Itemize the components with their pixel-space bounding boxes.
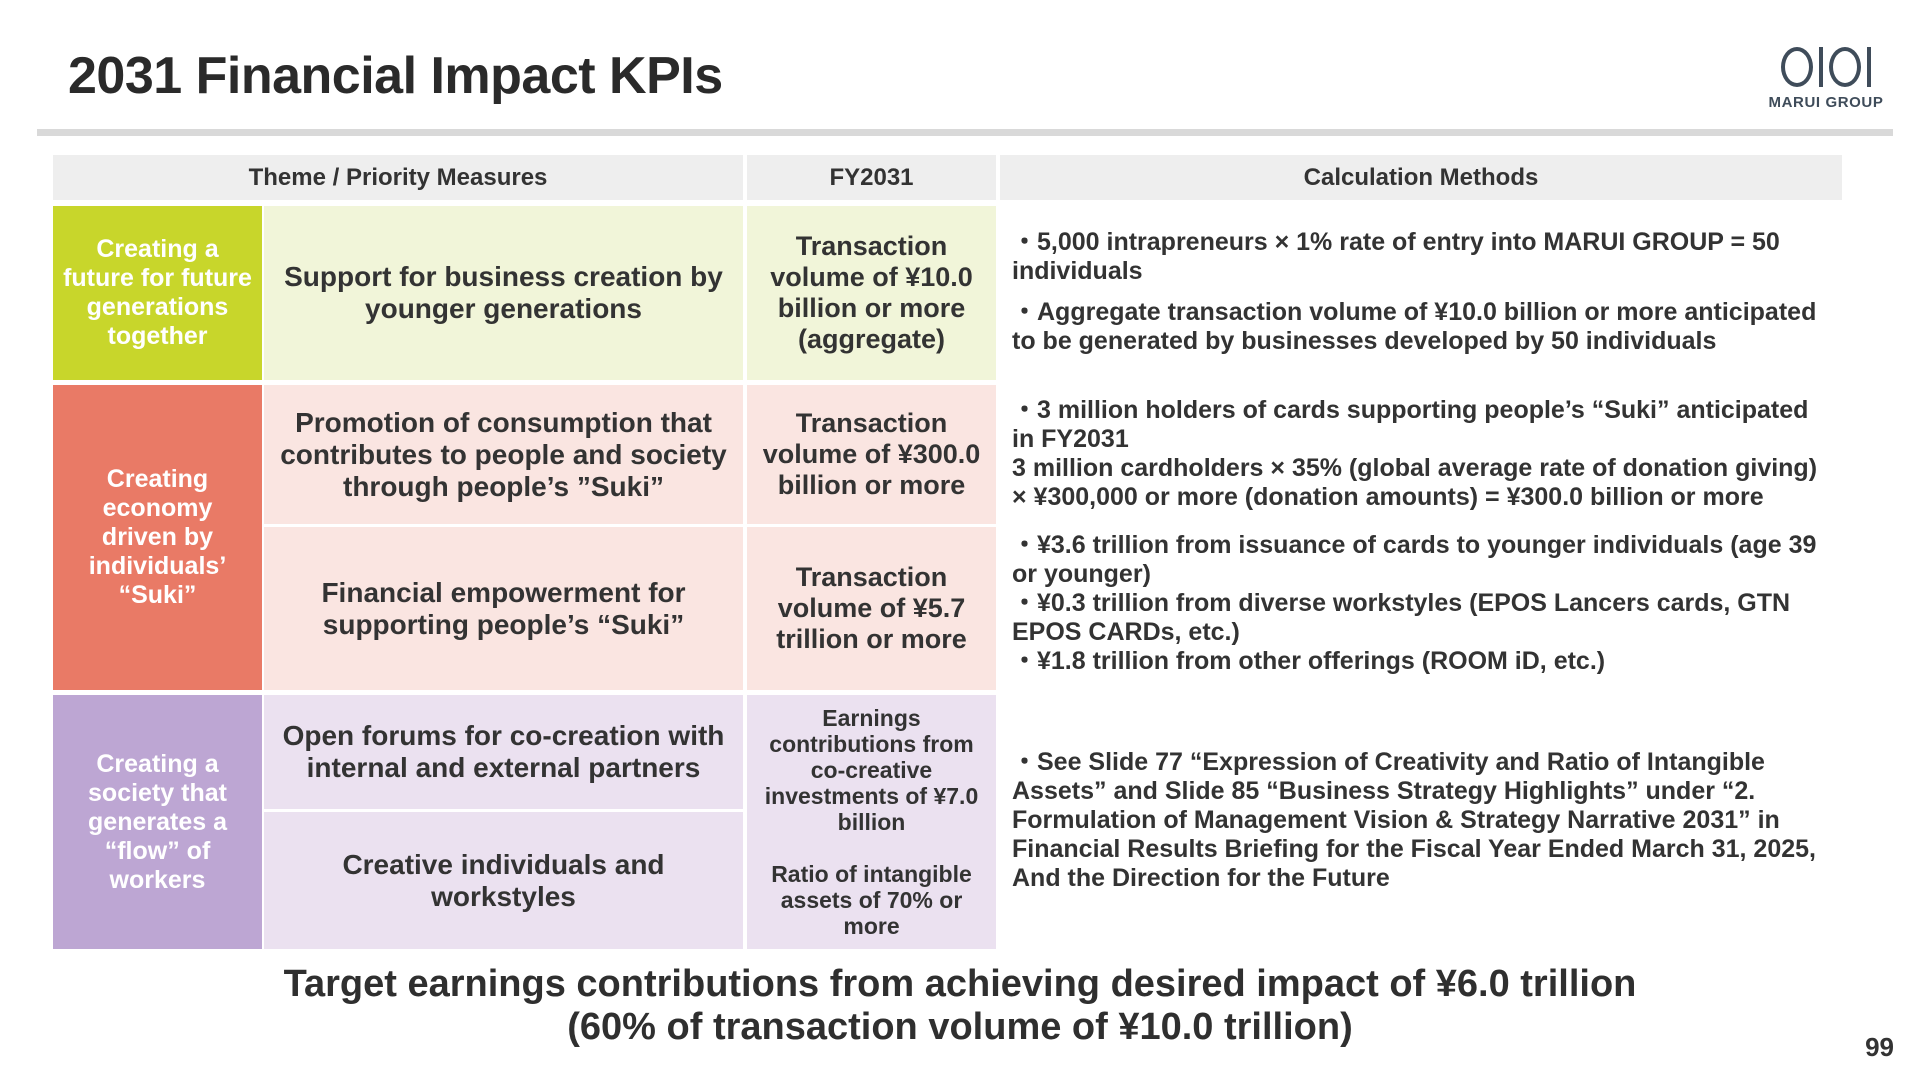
measure-consumption-promotion: Promotion of consumption that contribute… — [264, 385, 743, 524]
calc-2b: 3 million cardholders × 35% (global aver… — [1012, 454, 1818, 511]
calc-1a: ・5,000 intrapreneurs × 1% rate of entry … — [1012, 228, 1780, 285]
calc-method-2: ・3 million holders of cards supporting p… — [1012, 396, 1832, 524]
kpi-transaction-5-7t: Transaction volume of ¥5.7 trillion or m… — [747, 527, 996, 690]
calc-method-1: ・5,000 intrapreneurs × 1% rate of entry … — [1012, 228, 1832, 368]
measure-open-forums: Open forums for co-creation with interna… — [264, 695, 743, 809]
kpi-earnings-7b: Earnings contributions from co-creative … — [764, 705, 979, 835]
header-calc: Calculation Methods — [1000, 155, 1842, 200]
kpi-intangible-ratio: Ratio of intangible assets of 70% or mor… — [771, 861, 972, 939]
measure-financial-empowerment: Financial empowerment for supporting peo… — [264, 527, 743, 690]
measure-creative-individuals: Creative individuals and workstyles — [264, 812, 743, 949]
logo-text: MARUI GROUP — [1768, 94, 1884, 111]
theme-economy-suki: Creating economy driven by individuals’ … — [53, 385, 262, 690]
page-number: 99 — [1865, 1032, 1894, 1062]
theme-future-generations: Creating a future for future generations… — [53, 206, 262, 380]
calc-3b: ・¥0.3 trillion from diverse workstyles (… — [1012, 589, 1791, 646]
calc-1b: ・Aggregate transaction volume of ¥10.0 b… — [1012, 298, 1817, 355]
marui-group-logo: MARUI GROUP — [1760, 44, 1892, 116]
title-divider — [37, 129, 1893, 136]
calc-method-4: ・See Slide 77 “Expression of Creativity … — [1012, 748, 1832, 905]
calc-3c: ・¥1.8 trillion from other offerings (ROO… — [1012, 647, 1606, 675]
oioi-logo-icon — [1760, 44, 1892, 90]
calc-2a: ・3 million holders of cards supporting p… — [1012, 396, 1809, 453]
target-summary-line2: (60% of transaction volume of ¥10.0 tril… — [567, 1006, 1353, 1048]
target-summary-line1: Target earnings contributions from achie… — [283, 963, 1637, 1005]
calc-3a: ・¥3.6 trillion from issuance of cards to… — [1012, 531, 1817, 588]
kpi-transaction-10b: Transaction volume of ¥10.0 billion or m… — [747, 206, 996, 380]
calc-method-3: ・¥3.6 trillion from issuance of cards to… — [1012, 531, 1832, 676]
kpi-earnings-intangibles: Earnings contributions from co-creative … — [747, 695, 996, 949]
measure-business-creation: Support for business creation by younger… — [264, 206, 743, 380]
header-fy2031: FY2031 — [747, 155, 996, 200]
page-title: 2031 Financial Impact KPIs — [68, 47, 723, 105]
calc-4: ・See Slide 77 “Expression of Creativity … — [1012, 748, 1816, 892]
header-theme: Theme / Priority Measures — [53, 155, 743, 200]
theme-flow-of-workers: Creating a society that generates a “flo… — [53, 695, 262, 949]
kpi-transaction-300b: Transaction volume of ¥300.0 billion or … — [747, 385, 996, 524]
